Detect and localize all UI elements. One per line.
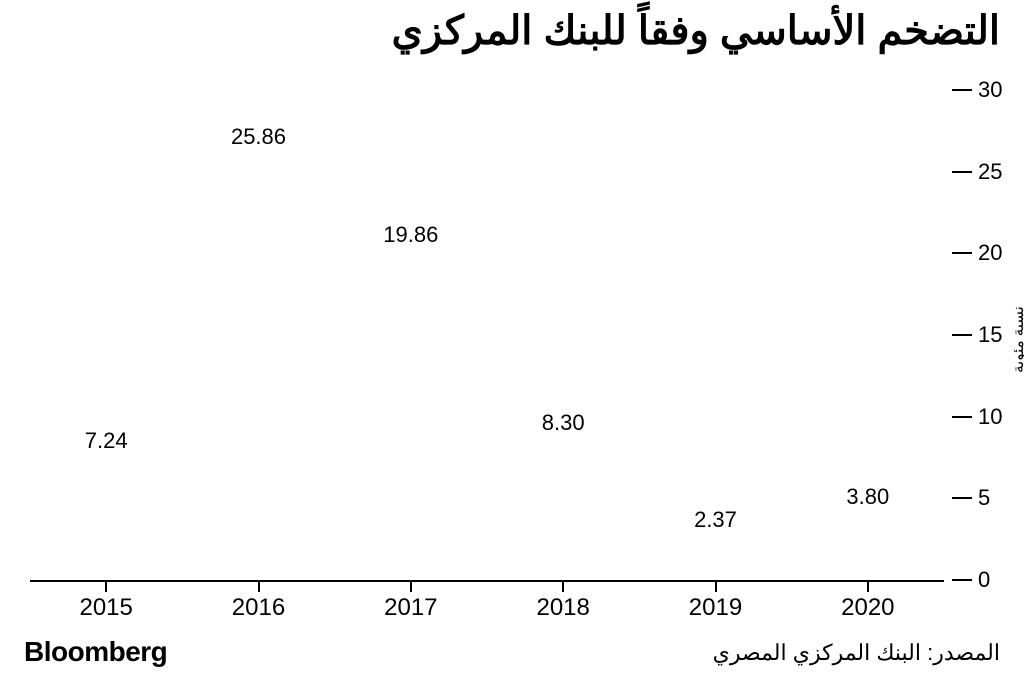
x-tick-mark: [105, 582, 107, 592]
y-tick-mark: [952, 89, 972, 91]
y-tick-mark: [952, 579, 972, 581]
x-tick-mark: [258, 582, 260, 592]
x-tick-label: 2019: [639, 594, 791, 622]
bar-value-label: 8.30: [487, 410, 639, 436]
y-tick-mark: [952, 334, 972, 336]
x-tick-label: 2018: [487, 594, 639, 622]
x-tick-label: 2015: [30, 594, 182, 622]
plot-area: 0510152025307.24201525.86201619.8620178.…: [30, 90, 944, 580]
y-axis-label: نسبة مئوية: [1010, 280, 1024, 400]
bar-value-label: 19.86: [335, 222, 487, 248]
x-tick-label: 2017: [335, 594, 487, 622]
chart-container: التضخم الأساسي وفقاً للبنك المركزي نسبة …: [0, 0, 1024, 691]
y-tick-label: 30: [978, 77, 1002, 103]
chart-source: المصدر: البنك المركزي المصري: [713, 640, 1000, 666]
chart-title: التضخم الأساسي وفقاً للبنك المركزي: [24, 8, 1000, 54]
y-tick-label: 10: [978, 404, 1002, 430]
bar-value-label: 25.86: [182, 124, 334, 150]
y-tick-label: 0: [978, 567, 990, 593]
y-tick-mark: [952, 252, 972, 254]
bar-value-label: 3.80: [792, 484, 944, 510]
x-tick-mark: [715, 582, 717, 592]
bloomberg-brand: Bloomberg: [24, 636, 167, 668]
y-tick-mark: [952, 497, 972, 499]
x-tick-mark: [410, 582, 412, 592]
x-axis-line: [30, 580, 944, 582]
x-tick-mark: [867, 582, 869, 592]
y-tick-label: 20: [978, 240, 1002, 266]
x-tick-label: 2016: [182, 594, 334, 622]
x-tick-mark: [562, 582, 564, 592]
bar-value-label: 2.37: [639, 507, 791, 533]
y-tick-label: 5: [978, 485, 990, 511]
y-tick-mark: [952, 416, 972, 418]
bar-value-label: 7.24: [30, 428, 182, 454]
y-tick-label: 25: [978, 159, 1002, 185]
y-tick-label: 15: [978, 322, 1002, 348]
y-tick-mark: [952, 171, 972, 173]
x-tick-label: 2020: [792, 594, 944, 622]
